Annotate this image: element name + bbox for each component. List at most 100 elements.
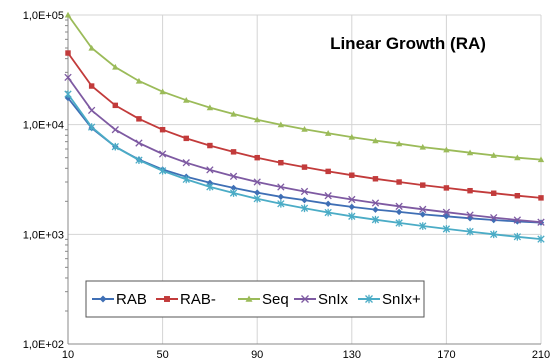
data-point — [159, 126, 166, 133]
data-point — [64, 90, 72, 98]
data-point — [182, 175, 190, 184]
data-point — [420, 182, 426, 188]
data-point — [277, 121, 285, 128]
data-point — [324, 130, 332, 136]
data-point — [112, 63, 119, 70]
data-point — [183, 135, 189, 142]
data-point — [64, 94, 72, 102]
data-point — [183, 97, 190, 103]
data-point — [87, 123, 96, 131]
data-point — [538, 195, 544, 201]
data-point — [300, 204, 309, 213]
data-point — [301, 164, 308, 170]
data-point — [64, 11, 72, 18]
data-point — [395, 208, 403, 216]
legend-label: RAB — [116, 291, 147, 308]
data-point — [348, 212, 356, 221]
data-point — [442, 225, 451, 233]
legend-label: SnIx — [318, 291, 349, 308]
data-point — [159, 88, 166, 95]
axes: 10 50 90 130 170 210 1,0E+02 1,0E+03 1,0E+04 1,0E… — [23, 10, 550, 361]
data-point — [206, 166, 214, 174]
data-point — [253, 178, 261, 186]
data-point — [206, 104, 214, 111]
legend-marker — [301, 295, 309, 303]
legend-marker — [365, 294, 373, 304]
y-tick-label: 1,0E+03 — [23, 229, 64, 241]
data-point — [324, 208, 332, 217]
series-lines — [64, 11, 545, 243]
data-point — [277, 193, 285, 200]
data-point — [301, 196, 308, 204]
data-point — [229, 189, 238, 197]
legend-item: RAB — [92, 291, 147, 308]
data-point — [158, 150, 167, 158]
x-tick-label: 90 — [251, 349, 263, 361]
data-point — [372, 176, 379, 182]
data-point — [254, 154, 260, 161]
data-point — [135, 139, 143, 147]
data-point — [419, 205, 427, 214]
x-tick-label: 130 — [343, 349, 361, 361]
data-point — [207, 142, 213, 149]
data-point — [513, 232, 522, 241]
data-point — [371, 215, 380, 224]
data-point — [111, 126, 119, 134]
data-point — [490, 190, 497, 196]
data-point — [277, 199, 285, 208]
data-point — [348, 203, 355, 211]
data-point — [419, 222, 427, 230]
series-snix-group — [64, 73, 545, 226]
data-point — [324, 200, 332, 207]
data-point — [348, 133, 355, 140]
data-point — [443, 185, 450, 191]
x-tick-label: 50 — [156, 349, 168, 361]
data-point — [88, 44, 95, 51]
data-point — [466, 227, 474, 236]
legend: RAB RAB- Seq SnIx SnIx+ — [85, 280, 425, 318]
data-point — [490, 230, 498, 239]
data-point — [490, 152, 497, 158]
data-point — [442, 208, 451, 216]
data-point — [87, 106, 96, 115]
data-point — [514, 192, 521, 199]
data-point — [301, 125, 308, 132]
data-point — [349, 172, 355, 178]
legend-item: Seq — [238, 291, 289, 308]
data-point — [395, 219, 403, 227]
x-tick-label: 10 — [62, 349, 74, 361]
legend-label: Seq — [262, 291, 289, 308]
data-point — [300, 187, 309, 196]
data-point — [467, 187, 473, 194]
y-tick-label: 1,0E+02 — [23, 339, 64, 351]
data-point — [490, 213, 498, 222]
data-point — [230, 110, 237, 117]
legend-label: SnIx+ — [382, 291, 421, 308]
data-point — [111, 142, 119, 151]
data-point — [112, 102, 119, 109]
data-point — [419, 211, 426, 218]
data-point — [513, 216, 522, 224]
legend-marker — [245, 295, 253, 302]
data-point — [136, 116, 142, 122]
data-point — [537, 235, 545, 243]
data-point — [64, 73, 72, 82]
data-point — [254, 116, 261, 123]
data-point — [348, 195, 356, 204]
data-point — [182, 159, 190, 167]
data-point — [230, 184, 237, 192]
data-point — [466, 149, 474, 156]
data-point — [253, 194, 261, 203]
x-tick-label: 170 — [437, 349, 455, 361]
data-point — [395, 202, 403, 210]
data-point — [158, 166, 167, 175]
data-point — [88, 83, 95, 89]
data-point — [537, 218, 545, 226]
series-seq-group — [64, 11, 545, 163]
data-point — [537, 156, 545, 163]
legend-item: RAB- — [156, 291, 216, 308]
legend-item: SnIx+ — [358, 291, 421, 308]
data-point — [206, 183, 214, 191]
